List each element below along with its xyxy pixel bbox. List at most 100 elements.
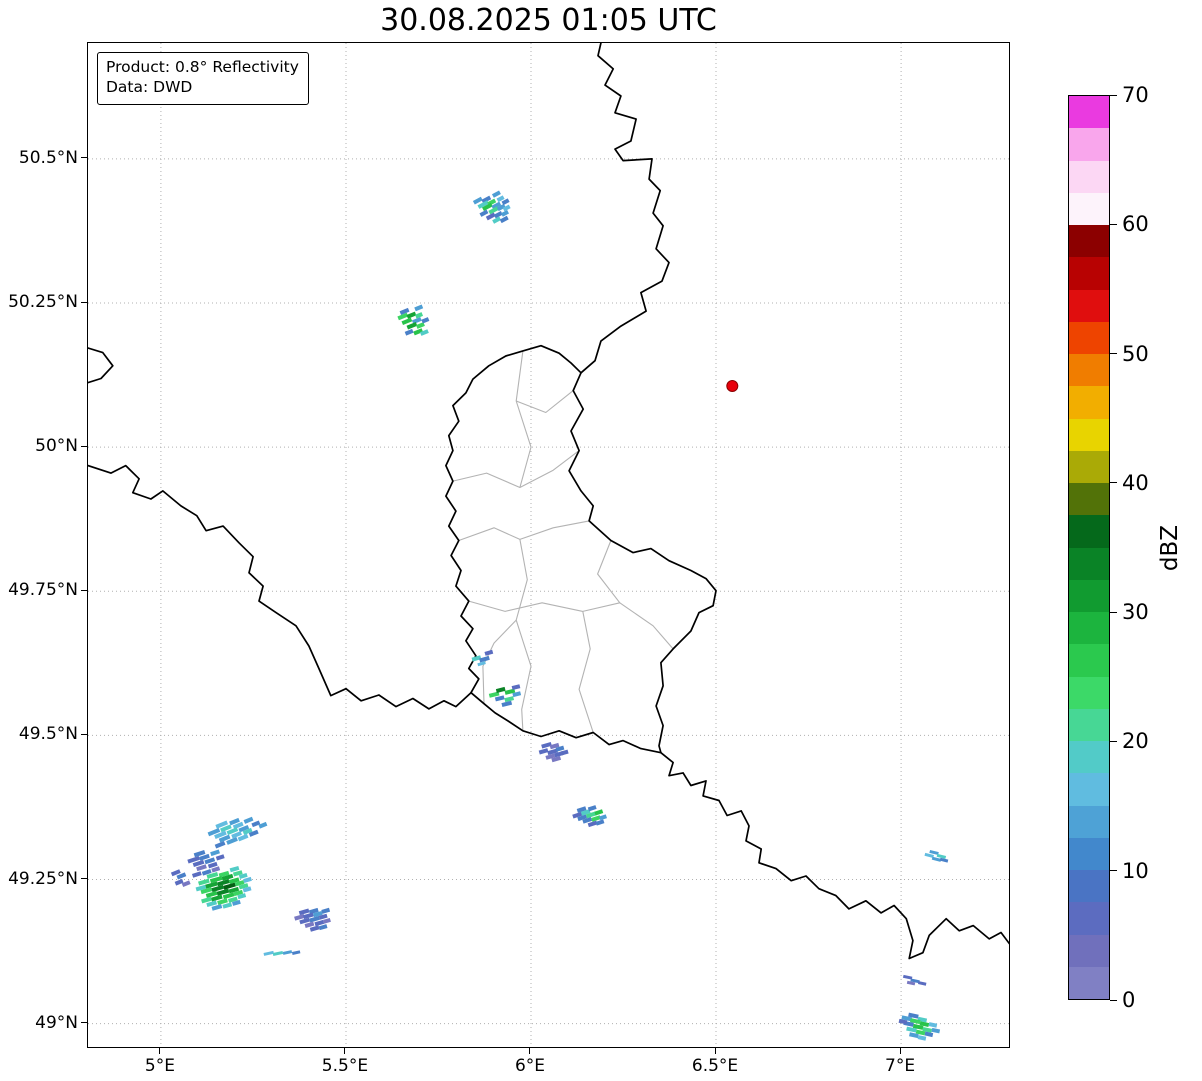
legend-source-line: Data: DWD: [106, 78, 193, 97]
radar-echo-cell: [496, 203, 506, 212]
radar-echo-cluster: [397, 304, 430, 336]
radar-echo-cell: [282, 950, 293, 955]
colorbar-tick-label: 70: [1122, 83, 1149, 107]
y-tick-mark: [81, 1022, 87, 1024]
radar-echo-cell: [902, 974, 913, 980]
radar-echo-cell: [491, 201, 502, 210]
admin-border: [515, 350, 532, 488]
colorbar-swatch: [1069, 612, 1109, 645]
radar-echo-cell: [299, 917, 311, 925]
colorbar-tick-label: 50: [1122, 341, 1149, 366]
radar-echo-cell: [406, 322, 418, 330]
radar-echo-cell: [231, 831, 242, 839]
radar-echo-cell: [415, 322, 425, 329]
radar-echo-cell: [229, 865, 240, 873]
radar-echo-cell: [238, 883, 249, 890]
radar-echo-cell: [415, 312, 424, 319]
radar-echo-cell: [479, 209, 489, 217]
radar-echo-cell: [401, 317, 413, 326]
radar-echo-cell: [504, 688, 516, 695]
radar-echo-cell: [901, 1015, 913, 1022]
radar-echo-cluster: [472, 190, 511, 224]
radar-echo-cell: [919, 1021, 930, 1028]
radar-echo-cell: [211, 884, 225, 893]
radar-echo-cell: [491, 190, 501, 198]
radar-echo-cell: [492, 216, 502, 224]
radar-echo-cell: [308, 907, 319, 915]
radar-echo-cell: [232, 821, 244, 830]
country-border-luxembourg: [445, 344, 717, 754]
radar-echo-cell: [929, 849, 939, 856]
colorbar-swatch: [1069, 644, 1109, 677]
colorbar-swatch: [1069, 386, 1109, 419]
colorbar-swatch: [1069, 483, 1109, 516]
radar-echo-cell: [924, 852, 934, 858]
radar-echo-cell: [206, 900, 218, 908]
x-tick-label: 5.5°E: [321, 1056, 369, 1076]
radar-echo-cell: [314, 919, 325, 927]
radar-echo-cell: [242, 827, 253, 835]
radar-echo-cell: [406, 311, 417, 319]
radar-echo-cell: [477, 200, 490, 209]
y-tick-mark: [81, 878, 87, 879]
x-tick-label: 6°E: [514, 1056, 546, 1076]
colorbar-tick-label: 30: [1122, 600, 1149, 625]
legend-box: Product: 0.8° Reflectivity Data: DWD: [97, 52, 309, 105]
radar-echo-cluster: [294, 907, 331, 932]
radar-echo-cell: [233, 889, 244, 897]
colorbar-tick-mark: [1110, 999, 1117, 1001]
admin-border: [578, 611, 594, 733]
radar-echo-cell: [576, 806, 587, 813]
colorbar-swatch: [1069, 805, 1109, 838]
colorbar-swatch: [1069, 354, 1109, 387]
radar-echo-cell: [404, 328, 414, 336]
radar-echo-cluster: [538, 741, 569, 763]
radar-echo-cell: [192, 859, 205, 868]
radar-map: [88, 43, 1009, 1047]
radar-echo-cell: [541, 741, 552, 749]
radar-echo-cell: [909, 1032, 919, 1039]
admin-border: [452, 450, 580, 489]
radar-echo-cell: [931, 856, 942, 862]
radar-echo-cell: [195, 884, 207, 892]
radar-echo-cell: [206, 872, 219, 879]
radar-echo-cell: [187, 855, 200, 864]
radar-echo-cluster: [488, 684, 522, 708]
radar-echo-cell: [587, 805, 597, 812]
radar-echo-cell: [560, 749, 569, 756]
radar-echo-cell: [228, 896, 238, 903]
radar-echo-cell: [494, 695, 505, 702]
radar-echo-cell: [238, 824, 250, 833]
radar-echo-cell: [196, 864, 207, 872]
radar-echo-cell: [176, 872, 187, 880]
radar-echo-cell: [214, 840, 226, 849]
radar-echo-cell: [414, 304, 424, 312]
radar-echo-cell: [258, 821, 268, 829]
radar-echo-cluster: [170, 869, 191, 888]
radar-echo-cell: [222, 902, 233, 909]
colorbar-swatch: [1069, 676, 1109, 709]
colorbar-swatch: [1069, 96, 1109, 129]
radar-echo-cell: [321, 907, 331, 914]
colorbar-swatch: [1069, 160, 1109, 193]
radar-echo-cell: [223, 882, 236, 890]
y-tick-label: 49.75°N: [8, 580, 78, 601]
radar-echo-cell: [594, 809, 604, 816]
radar-echo-cell: [237, 893, 247, 900]
radar-echo-cluster: [924, 849, 949, 863]
radar-echo-cell: [243, 816, 254, 824]
legend-product-line: Product: 0.8° Reflectivity: [106, 58, 299, 76]
radar-echo-cell: [898, 1018, 908, 1025]
radar-echo-cell: [504, 696, 515, 703]
colorbar-swatches: [1069, 96, 1109, 999]
radar-echo-cell: [222, 892, 235, 900]
colorbar-swatch: [1069, 579, 1109, 612]
colorbar-swatch: [1069, 450, 1109, 483]
radar-echo-cell: [484, 649, 494, 656]
radar-echo-cell: [549, 742, 560, 750]
radar-echo-cell: [477, 661, 486, 667]
radar-echo-cell: [499, 215, 509, 224]
country-border-france-germany: [660, 751, 1009, 960]
radar-echo-cell: [922, 1026, 933, 1033]
